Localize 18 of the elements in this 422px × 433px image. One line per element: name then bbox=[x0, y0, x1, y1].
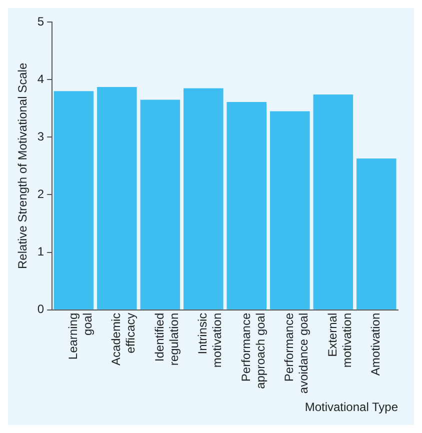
bar bbox=[140, 100, 180, 310]
bar bbox=[313, 94, 354, 310]
y-tick-label: 3 bbox=[37, 129, 44, 144]
x-tick-label: Learning goal bbox=[66, 312, 94, 360]
bar bbox=[356, 158, 396, 310]
bar bbox=[54, 91, 94, 310]
y-axis-title: Relative Strength of Motivational Scale bbox=[16, 62, 30, 269]
y-tick-label: 2 bbox=[37, 187, 44, 202]
bar bbox=[97, 87, 137, 310]
y-tick-label: 0 bbox=[37, 302, 44, 316]
y-tick-label: 5 bbox=[37, 14, 44, 28]
bar bbox=[226, 102, 267, 310]
bar bbox=[270, 111, 310, 310]
y-tick-label: 1 bbox=[37, 244, 44, 259]
x-tick-label: Amotivation bbox=[368, 312, 383, 376]
y-tick-label: 4 bbox=[37, 72, 44, 86]
bar bbox=[184, 88, 224, 310]
x-axis-title: Motivational Type bbox=[304, 400, 398, 414]
